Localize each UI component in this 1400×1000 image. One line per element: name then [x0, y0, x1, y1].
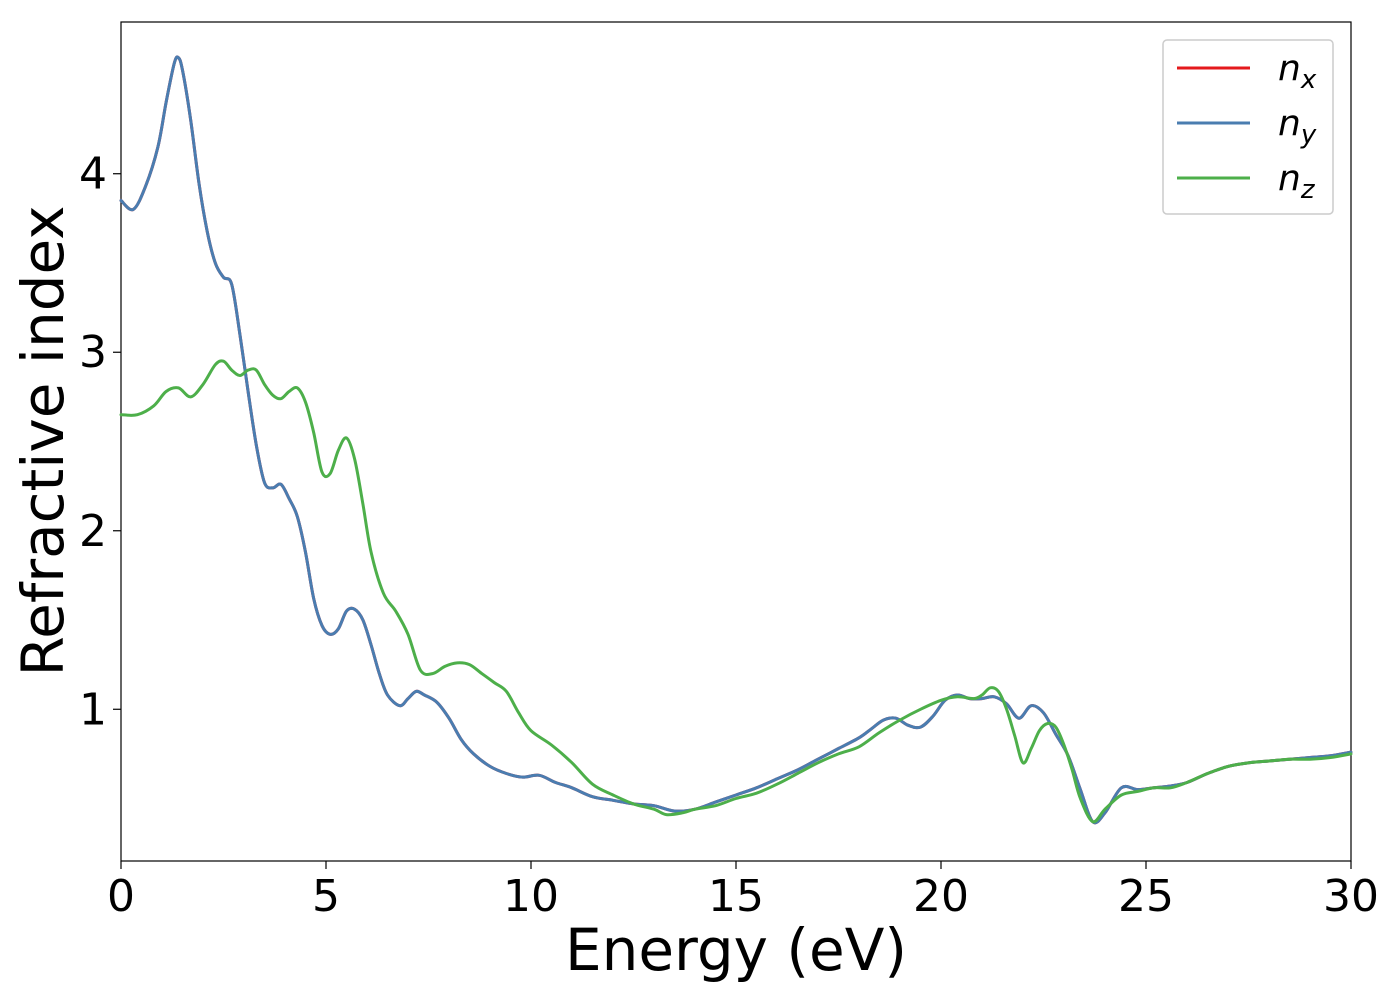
y-tick-label: 3 [79, 327, 107, 378]
legend-label-nx: nx [1278, 48, 1317, 95]
x-axis-ticks: 0 5 10 15 20 25 30 [107, 861, 1379, 922]
legend-label-ny: ny [1278, 103, 1317, 150]
y-tick-label: 2 [79, 506, 107, 557]
legend-label-nz: nz [1278, 158, 1316, 205]
x-tick-label: 0 [107, 871, 135, 922]
x-axis-title: Energy (eV) [565, 916, 907, 984]
x-tick-label: 30 [1323, 871, 1379, 922]
x-tick-label: 15 [708, 871, 764, 922]
legend-box [1162, 39, 1334, 215]
y-tick-label: 4 [79, 149, 107, 200]
y-axis-title: Refractive index [9, 205, 77, 676]
series-line-nz [119, 359, 1353, 824]
y-axis-ticks: 1 2 3 4 [79, 149, 121, 735]
legend: nx ny nz [1162, 39, 1334, 215]
series-layer [119, 55, 1353, 825]
x-tick-label: 5 [312, 871, 340, 922]
x-tick-label: 25 [1118, 871, 1174, 922]
x-tick-label: 20 [913, 871, 969, 922]
x-tick-label: 10 [503, 871, 559, 922]
y-tick-label: 1 [79, 684, 107, 735]
